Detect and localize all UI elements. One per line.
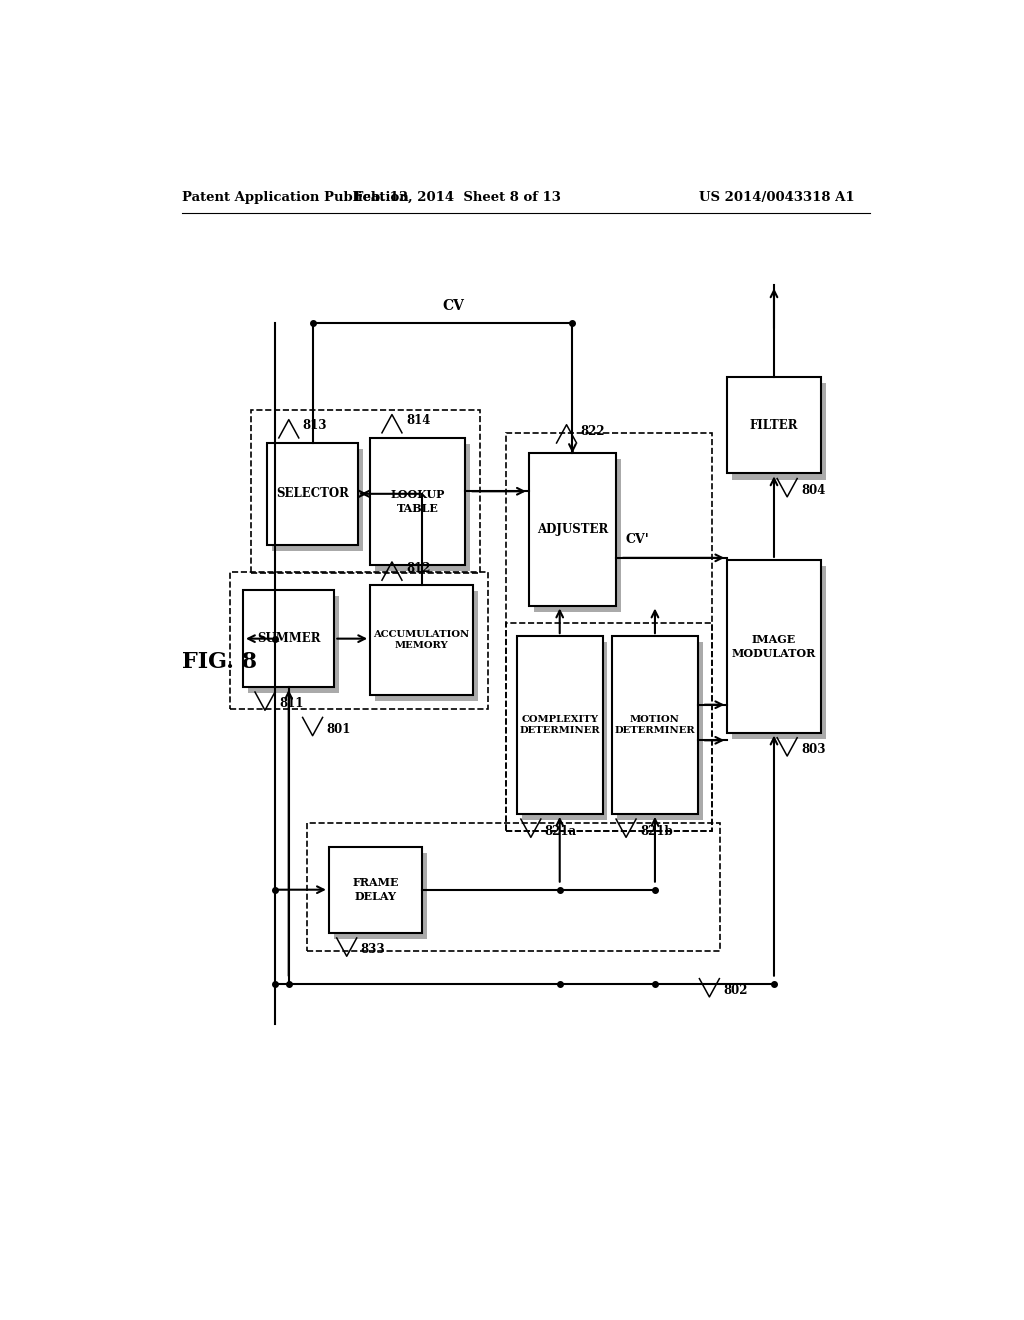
Bar bbox=[307, 824, 720, 952]
Text: 822: 822 bbox=[581, 425, 605, 437]
Text: FRAME
DELAY: FRAME DELAY bbox=[352, 878, 399, 902]
Text: FILTER: FILTER bbox=[750, 418, 799, 432]
Text: US 2014/0043318 A1: US 2014/0043318 A1 bbox=[699, 190, 855, 203]
Bar bbox=[732, 566, 825, 739]
Bar bbox=[375, 591, 478, 701]
Text: Feb. 13, 2014  Sheet 8 of 13: Feb. 13, 2014 Sheet 8 of 13 bbox=[354, 190, 561, 203]
Text: SELECTOR: SELECTOR bbox=[276, 487, 349, 500]
Bar bbox=[229, 572, 488, 709]
Bar bbox=[732, 383, 825, 479]
Text: IMAGE
MODULATOR: IMAGE MODULATOR bbox=[732, 634, 816, 659]
Text: SUMMER: SUMMER bbox=[257, 632, 321, 645]
Text: ACCUMULATION
MEMORY: ACCUMULATION MEMORY bbox=[374, 630, 470, 651]
Text: COMPLEXITY
DETERMINER: COMPLEXITY DETERMINER bbox=[519, 715, 600, 735]
Bar bbox=[612, 636, 697, 814]
Bar bbox=[727, 560, 821, 733]
Bar bbox=[271, 449, 362, 550]
Text: 821b: 821b bbox=[640, 825, 673, 838]
Bar bbox=[251, 411, 479, 573]
Text: 813: 813 bbox=[303, 420, 328, 433]
Text: 814: 814 bbox=[406, 414, 430, 428]
Bar bbox=[506, 433, 712, 832]
Bar bbox=[534, 459, 621, 611]
Bar bbox=[375, 444, 470, 572]
Text: 833: 833 bbox=[360, 944, 385, 957]
Text: 802: 802 bbox=[723, 985, 748, 997]
Text: CV': CV' bbox=[626, 533, 649, 545]
Text: 803: 803 bbox=[801, 743, 825, 756]
Bar bbox=[248, 597, 339, 693]
Text: CV: CV bbox=[442, 298, 464, 313]
Bar bbox=[334, 853, 427, 939]
Text: 804: 804 bbox=[801, 484, 825, 498]
Text: 812: 812 bbox=[406, 562, 430, 574]
Bar bbox=[329, 846, 423, 933]
Bar bbox=[243, 590, 334, 686]
Text: Patent Application Publication: Patent Application Publication bbox=[182, 190, 409, 203]
Text: 811: 811 bbox=[279, 697, 303, 710]
Bar bbox=[370, 585, 473, 696]
Text: FIG. 8: FIG. 8 bbox=[182, 651, 257, 672]
Text: MOTION
DETERMINER: MOTION DETERMINER bbox=[614, 715, 695, 735]
Text: 801: 801 bbox=[327, 723, 351, 737]
Bar bbox=[267, 444, 358, 545]
Bar bbox=[506, 623, 712, 832]
Bar bbox=[616, 643, 702, 820]
Bar bbox=[727, 378, 821, 474]
Bar bbox=[370, 438, 465, 565]
Bar bbox=[521, 643, 607, 820]
Text: 821a: 821a bbox=[545, 825, 577, 838]
Text: ADJUSTER: ADJUSTER bbox=[537, 523, 608, 536]
Bar bbox=[528, 453, 616, 606]
Bar bbox=[517, 636, 602, 814]
Text: LOOKUP
TABLE: LOOKUP TABLE bbox=[390, 490, 444, 513]
